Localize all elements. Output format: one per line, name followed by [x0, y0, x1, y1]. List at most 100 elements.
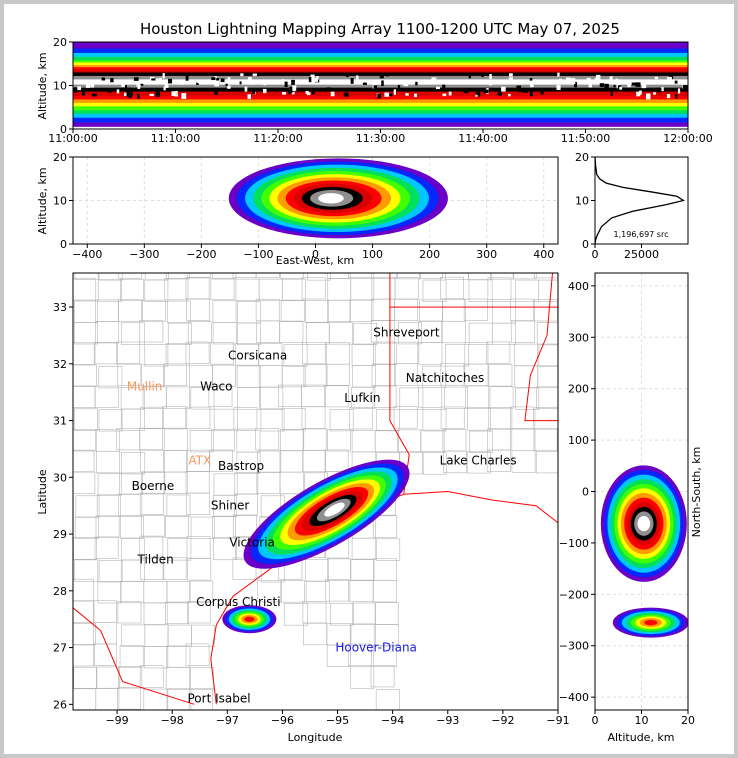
altitude-tick-label: 10	[53, 195, 67, 208]
place-label: Corsicana	[228, 348, 287, 362]
source-speckle	[292, 85, 297, 91]
county-border	[350, 666, 375, 689]
source-speckle	[227, 85, 231, 89]
source-speckle	[343, 92, 349, 97]
county-border	[211, 429, 235, 452]
county-border	[301, 341, 326, 365]
county-border	[120, 278, 144, 302]
county-border	[466, 451, 491, 474]
county-border	[97, 279, 122, 302]
longitude-tick-label: −97	[216, 714, 239, 727]
source-speckle	[668, 74, 674, 80]
county-border	[422, 365, 447, 388]
source-speckle	[431, 77, 437, 84]
lma-figure: Houston Lightning Mapping Array 1100-120…	[36, 20, 713, 744]
county-border	[185, 276, 210, 300]
county-border	[258, 365, 283, 388]
county-border	[534, 273, 558, 279]
county-border	[144, 624, 169, 647]
source-speckle	[214, 80, 220, 87]
county-border	[468, 322, 493, 345]
county-border	[73, 623, 96, 646]
source-speckle	[227, 77, 231, 82]
county-border	[281, 408, 306, 431]
county-border	[375, 689, 400, 710]
county-border	[118, 273, 143, 279]
county-border	[73, 278, 97, 301]
county-border	[418, 385, 443, 408]
county-border	[212, 322, 237, 345]
county-border	[351, 537, 376, 560]
county-border	[119, 516, 144, 539]
county-border	[186, 536, 211, 559]
source-speckle	[230, 80, 234, 83]
source-speckle	[81, 91, 85, 96]
source-speckle	[284, 81, 288, 88]
histogram-frame	[594, 156, 689, 245]
source-speckle	[565, 77, 571, 83]
ns-tick-label: 100	[568, 434, 589, 447]
source-speckle	[384, 92, 390, 97]
county-border	[189, 580, 214, 603]
source-speckle	[130, 91, 133, 97]
source-speckle	[654, 76, 659, 80]
county-border	[140, 557, 165, 581]
county-border	[372, 385, 397, 408]
source-speckle	[77, 86, 82, 91]
source-speckle	[556, 84, 561, 90]
source-speckle	[463, 90, 469, 94]
county-border	[399, 387, 424, 410]
county-border	[257, 580, 282, 603]
source-speckle	[373, 85, 378, 92]
county-border	[327, 558, 351, 581]
source-speckle	[403, 82, 409, 87]
source-speckle	[124, 85, 128, 90]
county-border	[73, 687, 97, 710]
county-border	[373, 273, 398, 279]
storm-density-contour	[318, 193, 344, 204]
county-border	[327, 299, 351, 322]
county-border	[117, 363, 142, 387]
place-label: Port Isabel	[188, 692, 251, 706]
source-speckle	[381, 80, 384, 87]
ns-tick-label: 300	[568, 331, 589, 344]
county-border	[93, 342, 118, 365]
source-speckle	[175, 90, 178, 95]
county-border	[144, 646, 169, 669]
source-speckle	[214, 89, 218, 95]
county-border	[394, 341, 419, 365]
source-speckle	[326, 87, 332, 92]
time-tick-label: 11:30:00	[356, 132, 405, 145]
county-border	[190, 667, 214, 690]
source-speckle	[481, 74, 484, 78]
county-border	[140, 449, 164, 473]
county-border	[73, 364, 97, 387]
county-border	[393, 406, 418, 429]
source-speckle	[627, 82, 631, 88]
source-speckle	[619, 86, 623, 90]
ew-tick-label: −200	[186, 248, 216, 261]
source-speckle	[149, 93, 154, 96]
county-border	[350, 623, 375, 646]
latitude-tick-label: 33	[53, 301, 67, 314]
county-border	[73, 600, 95, 623]
county-border	[118, 666, 143, 689]
longitude-tick-label: −96	[271, 714, 294, 727]
county-border	[445, 273, 469, 280]
source-speckle	[185, 75, 189, 81]
source-speckle	[656, 87, 662, 93]
county-border	[120, 538, 145, 561]
international-border	[73, 607, 195, 705]
county-border	[376, 538, 401, 561]
county-border	[97, 581, 122, 604]
county-border	[420, 429, 445, 452]
county-border	[303, 622, 327, 646]
north-south-panel: 0 10 20 −400 −300 −200 −100 0 100 200 300 400 Altit…	[559, 272, 703, 744]
county-border	[142, 299, 166, 323]
source-speckle	[468, 73, 471, 79]
county-border	[440, 406, 465, 429]
source-speckle	[374, 82, 377, 85]
north-south-xlabel: Altitude, km	[607, 731, 674, 744]
source-speckle	[198, 80, 201, 84]
place-label: Shreveport	[373, 326, 440, 340]
